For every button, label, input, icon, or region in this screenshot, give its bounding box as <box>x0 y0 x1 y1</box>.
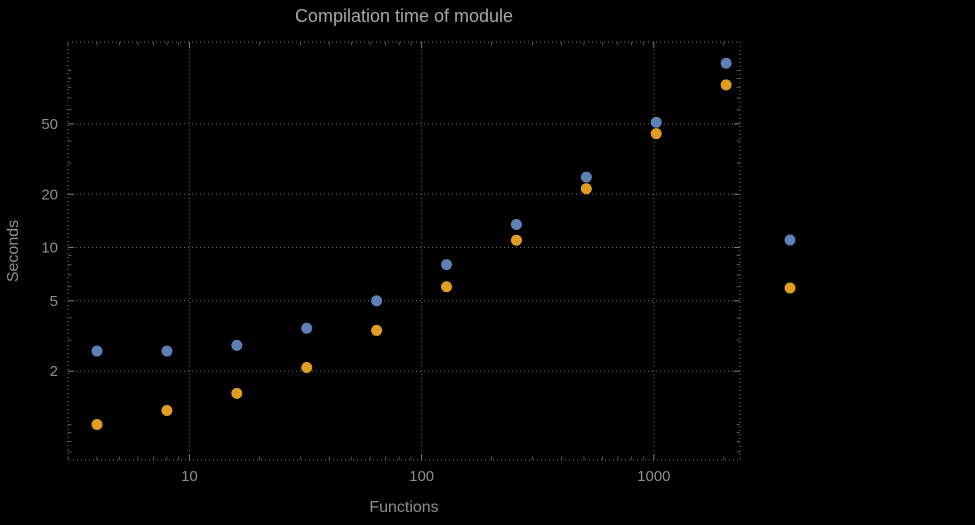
data-point <box>720 79 732 91</box>
data-point <box>650 128 662 140</box>
data-point <box>371 295 383 307</box>
x-axis-label: Functions <box>369 499 439 516</box>
data-point <box>441 259 453 271</box>
plot-frame <box>67 41 741 461</box>
data-point <box>91 345 103 357</box>
y-tick-label: 10 <box>41 240 58 257</box>
x-tick-label: 1000 <box>637 468 670 485</box>
data-point <box>441 281 453 293</box>
chart-title: Compilation time of module <box>294 6 514 26</box>
data-point <box>301 361 313 373</box>
y-tick-label: 20 <box>41 186 58 203</box>
data-point <box>231 339 243 351</box>
legend-marker <box>784 282 796 294</box>
y-tick-label: 2 <box>50 363 58 380</box>
data-point <box>510 234 522 246</box>
data-point <box>161 345 173 357</box>
legend-marker <box>784 234 796 246</box>
data-point <box>301 322 313 334</box>
data-point <box>720 57 732 69</box>
data-point <box>161 404 173 416</box>
x-tick-label: 100 <box>409 468 434 485</box>
data-point <box>580 171 592 183</box>
data-point <box>231 387 243 399</box>
data-point <box>91 418 103 430</box>
data-point <box>580 183 592 195</box>
y-tick-label: 50 <box>41 116 58 133</box>
data-point <box>371 324 383 336</box>
data-point <box>510 218 522 230</box>
x-tick-label: 10 <box>181 468 198 485</box>
y-tick-label: 5 <box>50 293 58 310</box>
data-point <box>650 116 662 128</box>
